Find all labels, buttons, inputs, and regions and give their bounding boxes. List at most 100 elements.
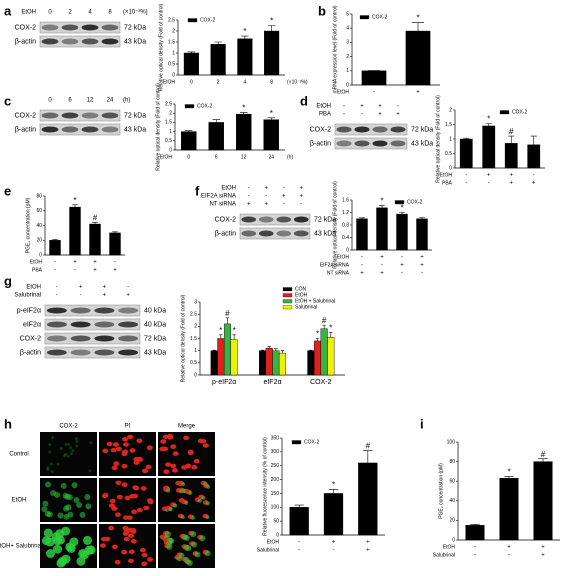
- micrograph-row: Control: [9, 452, 28, 458]
- nucleus: [109, 498, 116, 504]
- cell-stain: [166, 543, 173, 550]
- x-tick-label: 8: [270, 79, 273, 85]
- panel-label: f: [195, 183, 200, 198]
- blot-band-name: eIF2α: [23, 321, 41, 328]
- cell-stain: [69, 537, 79, 547]
- significance: *: [332, 480, 335, 489]
- nucleus: [197, 438, 204, 444]
- blot-band: [118, 335, 139, 342]
- blot-band: [354, 140, 370, 147]
- micrograph-column: Merge: [178, 424, 196, 430]
- nucleus: [187, 450, 194, 456]
- cell-stain: [173, 503, 178, 508]
- cell-stain: [66, 454, 70, 458]
- blot-lane-label: 8: [108, 10, 112, 16]
- bar: [89, 223, 101, 256]
- bar: [499, 478, 519, 541]
- y-tick-label: 80: [449, 459, 455, 465]
- treatment-sign: +: [380, 271, 384, 277]
- panel-label: g: [4, 273, 12, 288]
- bar: [320, 328, 328, 376]
- treatment-sign: -: [474, 553, 476, 559]
- cell-stain: [61, 526, 71, 536]
- blot-lane-label: +: [126, 293, 130, 299]
- blot-band-name: COX-2: [15, 24, 37, 31]
- blot-band: [276, 230, 292, 237]
- y-tick-label: 0.5: [168, 61, 175, 67]
- blot-lane-label: 2: [68, 10, 72, 16]
- error-bar: [504, 476, 514, 479]
- nucleus: [111, 465, 118, 471]
- treatment-sign: -: [361, 263, 363, 269]
- error-bar: [329, 332, 333, 338]
- significance: *: [400, 204, 403, 213]
- treatment-sign: -: [465, 181, 467, 187]
- y-tick-label: 4: [346, 26, 349, 32]
- nucleus: [115, 446, 122, 452]
- treatment-sign: +: [400, 263, 404, 269]
- blot-band: [94, 307, 115, 314]
- cell-stain: [166, 488, 171, 493]
- nucleus: [183, 435, 190, 441]
- treatment-sign: -: [298, 540, 300, 546]
- legend-swatch: [291, 440, 302, 445]
- nucleus: [147, 498, 154, 503]
- cell-stain: [43, 528, 53, 538]
- nucleus: [142, 468, 149, 474]
- y-tick-label: 2: [169, 111, 172, 117]
- x-tick-label: 6: [215, 154, 218, 160]
- cell-stain: [59, 447, 63, 451]
- nucleus: [100, 536, 107, 542]
- significance: *: [233, 326, 236, 335]
- blot-lane-label: 0: [48, 98, 52, 104]
- x-tick-label: eIF2α: [263, 379, 281, 386]
- y-tick-label: 1.5: [165, 120, 172, 126]
- y-tick-label: 3: [346, 40, 349, 46]
- nucleus: [136, 438, 143, 444]
- blot-lane-label: 6: [68, 98, 72, 104]
- error-bar: [530, 135, 537, 145]
- nucleus: [133, 460, 140, 465]
- y-tick-label: 1.5: [190, 336, 197, 342]
- blot-lane-label: -: [80, 293, 82, 299]
- x-tick-label: p-eIF2α: [212, 379, 236, 386]
- x-tick-label: 0: [187, 154, 190, 160]
- error-bar: [212, 119, 221, 123]
- blot-lane-label: +: [299, 186, 303, 192]
- nucleus: [129, 448, 136, 453]
- significance: #: [225, 309, 230, 318]
- blot-band: [101, 38, 119, 45]
- blot-band: [81, 112, 99, 119]
- blot-row-label: Salubrinal: [14, 293, 41, 299]
- error-bar: [294, 504, 304, 508]
- y-tick-label: 1: [346, 68, 349, 74]
- blot-band-name: COX-2: [215, 216, 237, 223]
- nucleus: [121, 482, 128, 488]
- nucleus: [102, 448, 109, 454]
- y-tick-label: 3: [194, 299, 197, 305]
- y-axis-label: PGE₂ concentration (pM): [438, 463, 444, 519]
- nucleus: [122, 515, 129, 520]
- blot-band: [94, 321, 115, 328]
- blot-band: [61, 24, 79, 31]
- blot-band-size: 43 kDa: [124, 38, 146, 45]
- y-tick-label: 60: [449, 479, 455, 485]
- bar: [272, 350, 280, 376]
- blot-lane-label: +: [264, 186, 268, 192]
- y-tick-label: 1: [194, 348, 197, 354]
- blot-band: [94, 349, 115, 356]
- panel-label: a: [4, 3, 12, 18]
- cell-stain: [165, 531, 172, 538]
- error-bar: [315, 338, 320, 341]
- blot-strip: [44, 318, 141, 331]
- error-bar: [274, 348, 278, 351]
- bar: [223, 323, 232, 376]
- bar: [237, 38, 253, 76]
- bar: [527, 144, 541, 169]
- bar: [49, 240, 61, 256]
- y-tick-label: 2.5: [165, 101, 172, 107]
- nucleus: [143, 505, 150, 511]
- blot-band: [372, 140, 388, 147]
- cell-stain: [41, 506, 48, 513]
- blot-lane-label: +: [396, 112, 400, 118]
